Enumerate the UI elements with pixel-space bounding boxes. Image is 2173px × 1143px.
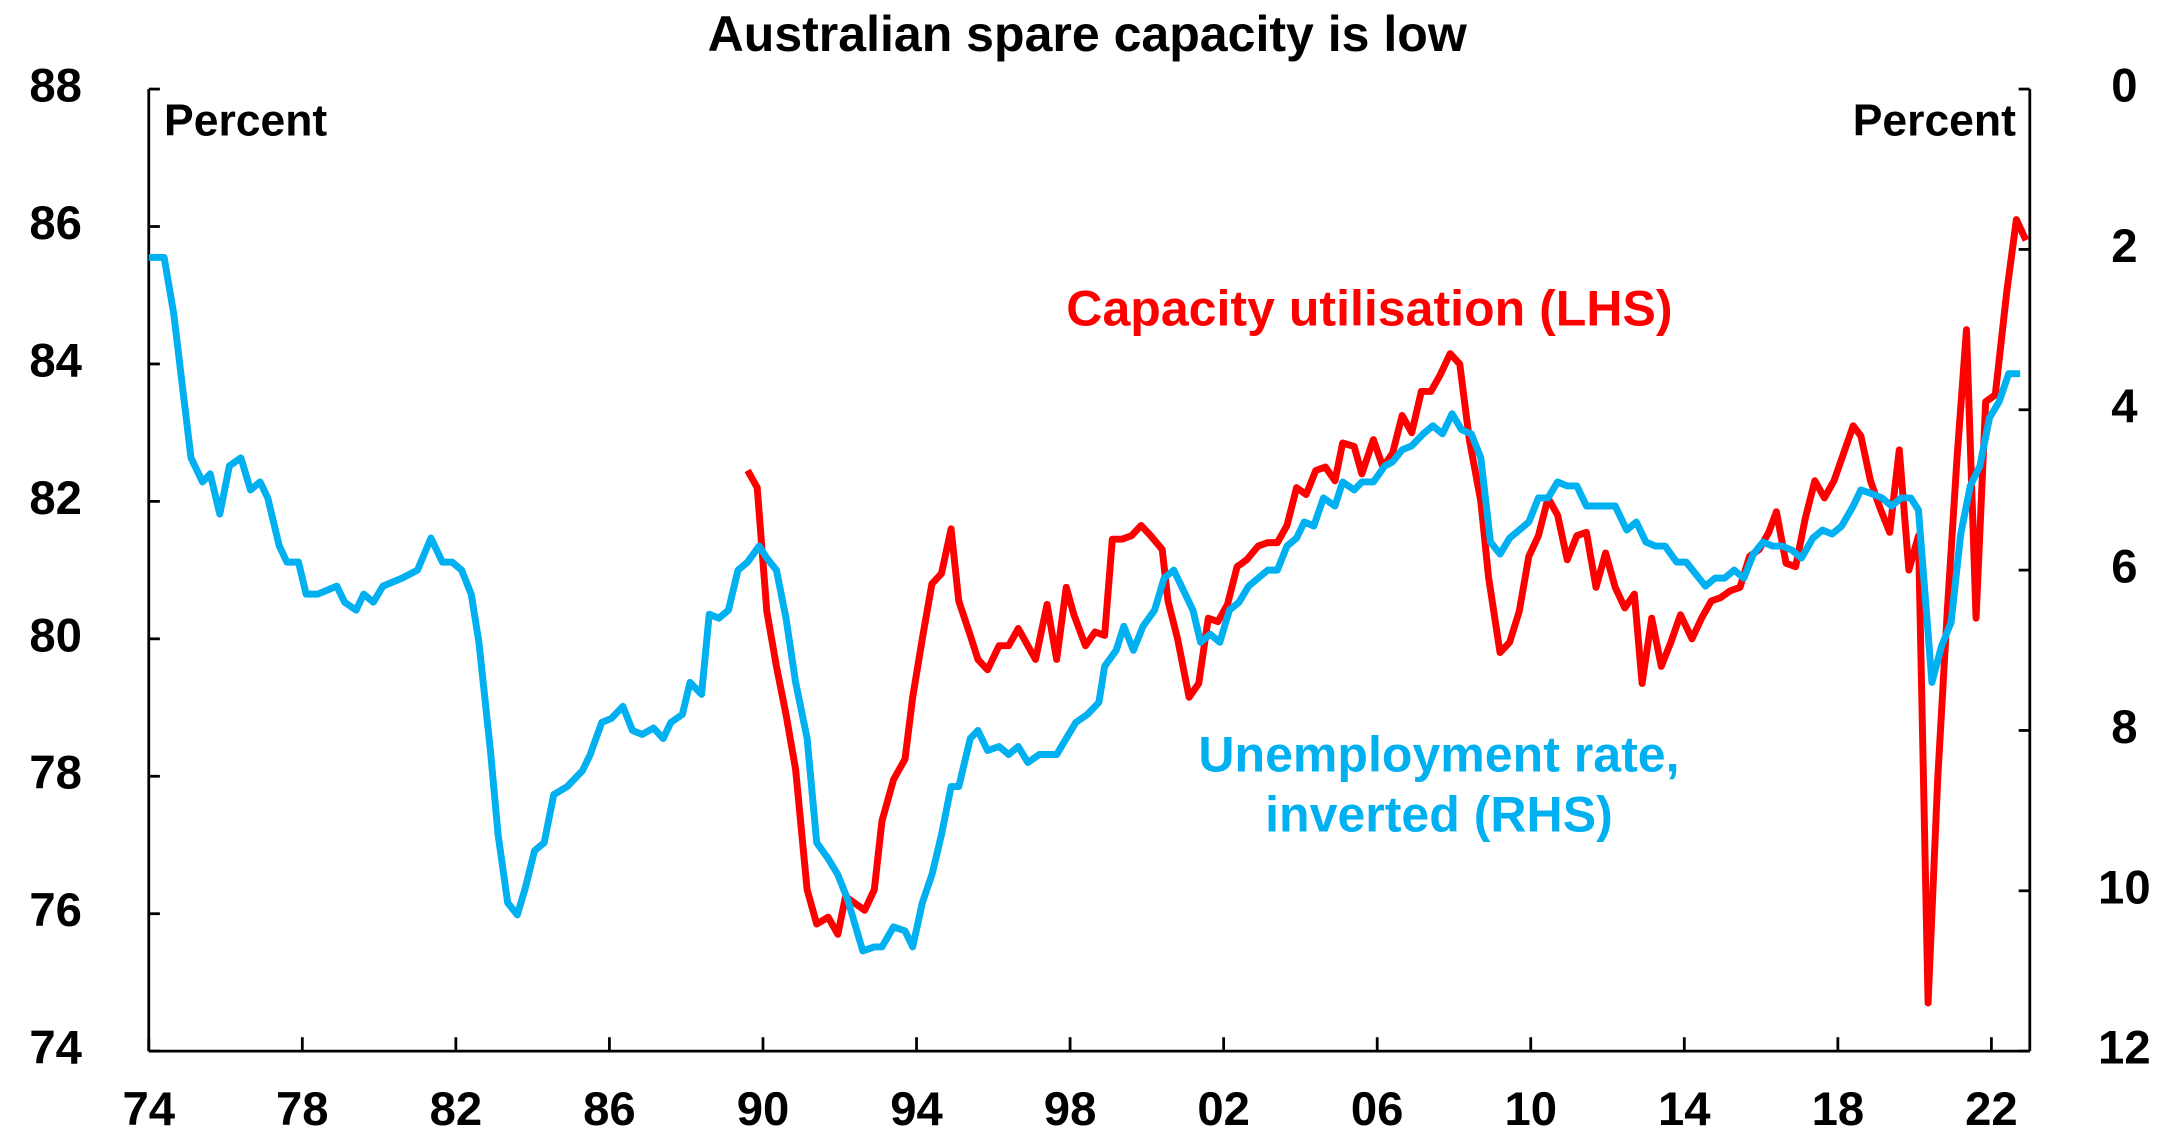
x-tick-label: 06 <box>1351 1083 1404 1136</box>
y2-tick-label: 10 <box>2098 861 2151 914</box>
x-tick-label: 14 <box>1658 1083 1711 1136</box>
y-tick-label: 74 <box>29 1022 82 1075</box>
x-tick-label: 78 <box>276 1083 329 1136</box>
x-tick-label: 18 <box>1812 1083 1865 1136</box>
y-tick-label: 84 <box>29 334 82 387</box>
x-tick-label: 94 <box>890 1083 943 1136</box>
y2-tick-label: 0 <box>2111 60 2137 113</box>
y2-tick-label: 6 <box>2111 541 2137 594</box>
x-tick-label: 10 <box>1504 1083 1557 1136</box>
series-label-wrap: Capacity utilisation (LHS) <box>1066 279 1673 337</box>
y-tick-label: 78 <box>29 747 82 800</box>
y-tick-label: 76 <box>29 884 82 937</box>
series-label-wrap: Unemployment rate, inverted (RHS) <box>1198 725 1680 843</box>
x-tick-label: 82 <box>430 1083 483 1136</box>
y2-tick-label: 2 <box>2111 220 2137 273</box>
y-tick-label: 86 <box>29 197 82 250</box>
x-tick-label: 22 <box>1965 1083 2018 1136</box>
y2-tick-label: 12 <box>2098 1022 2151 1075</box>
x-tick-label: 90 <box>737 1083 790 1136</box>
left-axis-label: Percent <box>164 97 327 146</box>
y-tick-label: 82 <box>29 472 82 525</box>
series-label: Unemployment rate, inverted (RHS) <box>1198 725 1680 843</box>
y-tick-label: 88 <box>29 60 82 113</box>
right-axis-label: Percent <box>1853 97 2016 146</box>
x-tick-label: 98 <box>1044 1083 1097 1136</box>
x-tick-label: 74 <box>122 1083 175 1136</box>
y2-tick-label: 4 <box>2111 380 2138 433</box>
y-tick-label: 80 <box>29 609 82 662</box>
series-line <box>744 216 2030 1007</box>
x-tick-label: 86 <box>583 1083 636 1136</box>
series-label: Capacity utilisation (LHS) <box>1066 279 1673 337</box>
y2-tick-label: 8 <box>2111 701 2137 754</box>
chart-title: Australian spare capacity is low <box>708 6 1468 62</box>
x-tick-label: 02 <box>1197 1083 1250 1136</box>
series-line <box>148 253 2021 955</box>
